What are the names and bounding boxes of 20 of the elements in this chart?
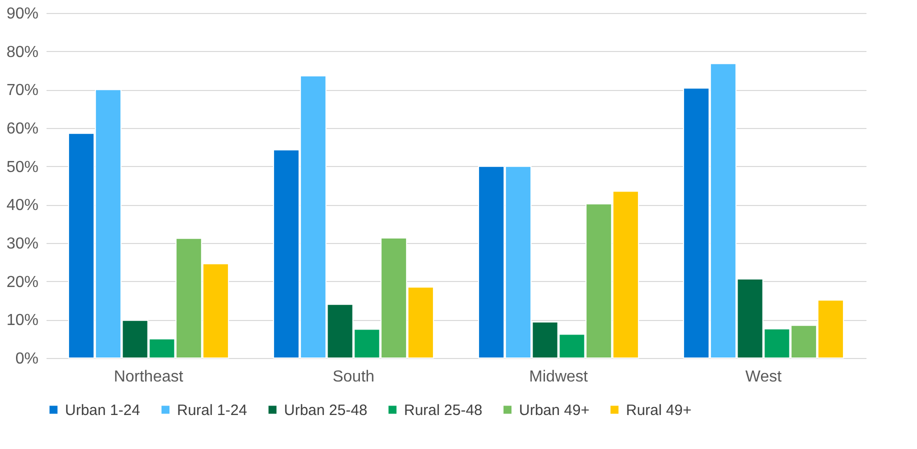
y-tick-label: 90%	[6, 6, 38, 22]
legend-label: Urban 25-48	[284, 402, 368, 419]
y-tick-label: 0%	[15, 350, 38, 368]
y-tick-label: 30%	[6, 236, 38, 252]
x-tick-label: West	[745, 368, 782, 386]
y-tick-label: 10%	[6, 312, 38, 330]
x-tick-label: Northeast	[114, 368, 184, 386]
y-tick-label: 50%	[6, 158, 38, 176]
x-tick-label: Midwest	[529, 368, 588, 386]
legend-label: Rural 1-24	[177, 402, 248, 419]
x-tick-label: South	[332, 368, 374, 386]
legend-label: Rural 25-48	[404, 402, 482, 419]
y-tick-label: 60%	[6, 120, 38, 138]
y-tick-label: 70%	[6, 82, 38, 100]
legend-label: Rural 49+	[626, 402, 692, 419]
y-tick-label: 80%	[6, 44, 38, 61]
y-tick-label: 20%	[6, 274, 38, 291]
y-tick-label: 40%	[6, 197, 38, 214]
legend-label: Urban 49+	[519, 402, 590, 419]
legend-label: Urban 1-24	[65, 402, 140, 419]
